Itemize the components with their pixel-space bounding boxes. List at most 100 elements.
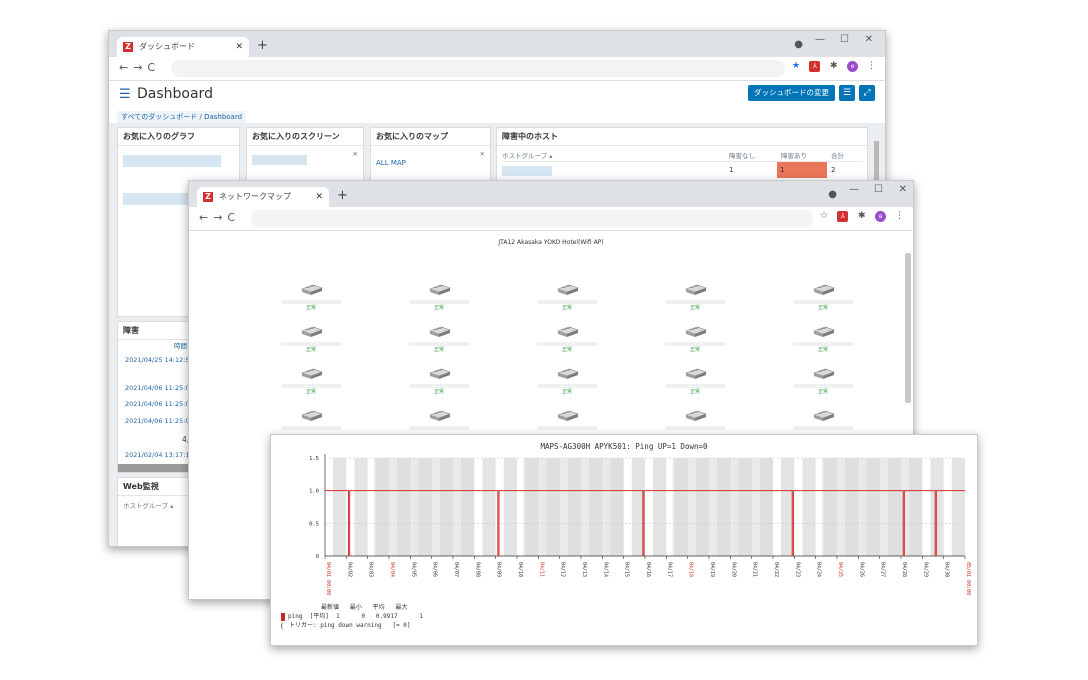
account-circle-icon[interactable]: ● <box>828 189 837 200</box>
close-tab-icon[interactable]: ✕ <box>235 42 243 52</box>
menu-kebab-icon[interactable]: ⋮ <box>895 211 904 221</box>
avatar[interactable]: e <box>875 211 887 222</box>
breadcrumb: すべてのダッシュボード / Dashboard <box>117 111 247 123</box>
trigger-text: トリガー: ping down warning [= 0] <box>289 622 411 629</box>
network-switch-node[interactable]: 正常 <box>409 367 469 409</box>
bookmark-star-icon[interactable]: ★ <box>791 61 801 71</box>
remove-icon[interactable]: ✕ <box>479 150 485 158</box>
avatar[interactable]: e <box>847 61 859 72</box>
network-switch-node[interactable]: 正常 <box>409 325 469 367</box>
new-tab-icon[interactable]: + <box>257 38 268 53</box>
switch-icon <box>685 326 707 337</box>
switch-icon <box>685 410 707 421</box>
switch-icon <box>813 326 835 337</box>
network-switch-node[interactable]: 正常 <box>537 325 597 367</box>
problem-time[interactable]: 2021/04/25 14:12:54 <box>125 356 194 364</box>
node-label-blurred <box>793 300 853 304</box>
list-icon[interactable]: ☰ <box>839 85 855 101</box>
problem-time[interactable]: 2021/04/06 11:25:02 <box>125 384 194 392</box>
edit-dashboard-button[interactable]: ダッシュボードの変更 <box>748 85 835 101</box>
network-switch-node[interactable]: 正常 <box>537 367 597 409</box>
network-switch-node[interactable] <box>409 409 469 451</box>
network-switch-node[interactable] <box>537 409 597 451</box>
tab-bar: Z ダッシュボード ✕ + ● — ☐ ✕ <box>109 31 885 57</box>
network-switch-node[interactable]: 正常 <box>793 283 853 325</box>
trigger-icon <box>281 621 287 630</box>
panel-title: 障害中のホスト <box>497 128 867 146</box>
ping-chart: 0 0.5 1.0 1.5 04/01 00:00 04/02 04/03 04/04 04/0… <box>309 454 971 595</box>
weekend-band <box>822 458 923 556</box>
network-switch-node[interactable]: 正常 <box>281 283 341 325</box>
puzzle-icon[interactable]: ✱ <box>857 211 866 221</box>
pdf-icon[interactable]: ⅄ <box>837 211 849 222</box>
scrollbar[interactable] <box>118 464 239 472</box>
map-title: JTA12 Akasaka YOKO Hotel(Wifi AP) <box>498 239 604 246</box>
problem-time[interactable]: 2021/04/06 11:25:01 <box>125 400 194 408</box>
new-tab-icon[interactable]: + <box>337 188 348 203</box>
problem-count-badge[interactable]: 1 <box>777 162 827 178</box>
close-window-icon[interactable]: ✕ <box>898 184 907 195</box>
node-status: 正常 <box>561 305 572 311</box>
fullscreen-icon[interactable]: ⤢ <box>859 85 875 101</box>
network-switch-node[interactable] <box>281 409 341 451</box>
switch-icon <box>301 326 323 337</box>
col-time[interactable]: 時間 ▾ <box>174 342 193 350</box>
col-hostgroup[interactable]: ホストグループ ▴ <box>502 152 553 160</box>
tab-dashboard[interactable]: Z ダッシュボード ✕ <box>117 37 249 57</box>
network-switch-node[interactable]: 正常 <box>537 283 597 325</box>
network-switch-node[interactable]: 正常 <box>665 283 725 325</box>
node-status: 正常 <box>305 305 316 311</box>
col-hostgroup[interactable]: ホストグループ ▴ <box>123 502 174 510</box>
series-stats: 1 0 0.9917 1 <box>336 613 423 620</box>
network-switch-node[interactable]: 正常 <box>409 283 469 325</box>
puzzle-icon[interactable]: ✱ <box>829 61 838 71</box>
breadcrumb-current[interactable]: Dashboard <box>204 113 243 121</box>
col-ok: 障害なし <box>729 152 755 160</box>
network-switch-node[interactable] <box>793 409 853 451</box>
maximize-icon[interactable]: ☐ <box>840 34 849 45</box>
close-window-icon[interactable]: ✕ <box>864 34 873 45</box>
menu-kebab-icon[interactable]: ⋮ <box>867 61 876 71</box>
address-bar[interactable] <box>251 210 813 227</box>
scrollbar[interactable] <box>905 253 911 403</box>
switch-icon <box>429 368 451 379</box>
weekend-band <box>523 458 624 556</box>
page-title: Dashboard <box>137 86 213 102</box>
x-tick-label: 04/18 <box>688 562 694 577</box>
minimize-icon[interactable]: — <box>815 34 825 45</box>
nav-buttons[interactable]: ←→C <box>199 211 241 224</box>
nav-buttons[interactable]: ←→C <box>119 61 161 74</box>
hamburger-icon[interactable]: ☰ <box>119 87 131 102</box>
problem-time[interactable]: 2021/02/04 13:17:13 <box>125 451 194 459</box>
network-switch-node[interactable]: 正常 <box>793 325 853 367</box>
network-switch-node[interactable]: 正常 <box>665 367 725 409</box>
pdf-icon[interactable]: ⅄ <box>809 61 821 72</box>
breadcrumb-all[interactable]: すべてのダッシュボード <box>121 113 198 121</box>
network-switch-node[interactable]: 正常 <box>281 367 341 409</box>
account-circle-icon[interactable]: ● <box>794 39 803 50</box>
address-bar[interactable] <box>171 60 785 77</box>
x-tick-label: 04/14 <box>602 562 608 577</box>
network-switch-node[interactable]: 正常 <box>665 325 725 367</box>
problem-time[interactable]: 2021/04/06 11:25:00 <box>125 417 194 425</box>
network-switch-node[interactable]: 正常 <box>281 325 341 367</box>
node-status: 正常 <box>689 347 700 353</box>
maximize-icon[interactable]: ☐ <box>874 184 883 195</box>
x-tick-label: 04/06 <box>432 562 438 577</box>
minimize-icon[interactable]: — <box>849 184 859 195</box>
bookmark-star-icon[interactable]: ☆ <box>819 211 829 221</box>
network-switch-node[interactable] <box>665 409 725 451</box>
ping-series-line <box>325 490 965 557</box>
remove-icon[interactable]: ✕ <box>352 150 358 158</box>
node-label-blurred <box>281 426 341 430</box>
map-link-all[interactable]: ALL MAP <box>376 159 406 167</box>
y-tick-label: 0.5 <box>309 521 319 527</box>
x-tick-label: 04/23 <box>794 562 800 577</box>
network-switch-node[interactable]: 正常 <box>793 367 853 409</box>
node-status: 正常 <box>305 389 316 395</box>
tab-network-map[interactable]: Z ネットワークマップ ✕ <box>197 187 329 207</box>
node-label-blurred <box>537 426 597 430</box>
close-tab-icon[interactable]: ✕ <box>315 192 323 202</box>
extension-icons: ☆ ⅄ ✱ e ⋮ <box>814 211 906 225</box>
x-tick-label: 04/03 <box>368 562 374 577</box>
